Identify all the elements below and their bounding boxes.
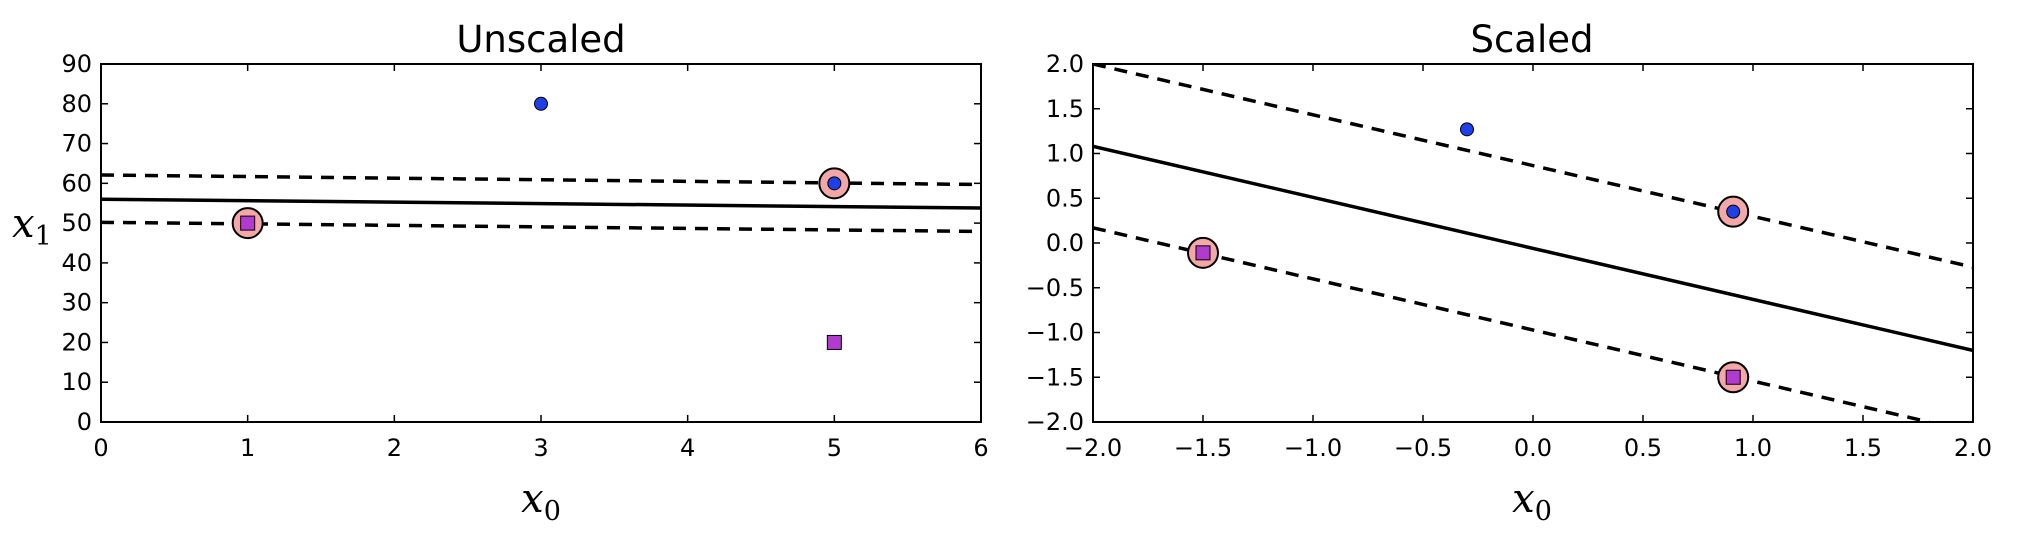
plot-frame bbox=[100, 63, 982, 423]
scaled-chart: Scaled −2.0 −1.5 −1.0 −0.5 0.0 0.5 1.0 1.5 2.0 −… bbox=[1026, 18, 1992, 527]
ticks bbox=[1092, 63, 1974, 423]
y-tick-label: 30 bbox=[61, 289, 92, 317]
data-point-square bbox=[240, 215, 256, 231]
chart-title: Unscaled bbox=[456, 18, 625, 61]
x-tick-labels: −2.0 −1.5 −1.0 −0.5 0.0 0.5 1.0 1.5 2.0 bbox=[1064, 434, 1992, 462]
y-tick-label: 1.5 bbox=[1046, 95, 1084, 123]
plot-area bbox=[1093, 64, 1973, 422]
x-tick-label: 2.0 bbox=[1954, 434, 1992, 462]
margin-line bbox=[101, 220, 981, 234]
y-tick-label: −0.5 bbox=[1026, 274, 1084, 302]
data-point-circle bbox=[1460, 122, 1474, 137]
x-axis-label: x0 bbox=[521, 476, 561, 527]
data-point-circle bbox=[1726, 204, 1741, 219]
x-tick-label: 1 bbox=[240, 434, 255, 462]
x-tick-label: −1.5 bbox=[1174, 434, 1232, 462]
ticks bbox=[100, 63, 982, 423]
data-point-square bbox=[826, 334, 842, 350]
x-tick-labels: 0 1 2 3 4 5 6 bbox=[93, 434, 988, 462]
y-tick-label: 0 bbox=[77, 408, 92, 436]
data-point-square bbox=[1195, 245, 1211, 261]
x-tick-label: −1.0 bbox=[1284, 434, 1342, 462]
plot-area bbox=[101, 96, 981, 350]
y-tick-label: 0.0 bbox=[1046, 229, 1084, 257]
x-axis-label: x0 bbox=[1512, 476, 1552, 527]
chart-title: Scaled bbox=[1470, 18, 1593, 61]
y-tick-label: 1.0 bbox=[1046, 140, 1084, 168]
x-tick-label: 2 bbox=[387, 434, 402, 462]
x-tick-label: 0.0 bbox=[1514, 434, 1552, 462]
x-tick-label: 5 bbox=[827, 434, 842, 462]
y-tick-label: 80 bbox=[61, 90, 92, 118]
decision-boundary-line bbox=[1093, 144, 1973, 353]
y-tick-label: 90 bbox=[61, 50, 92, 78]
x-tick-label: 6 bbox=[973, 434, 988, 462]
margin-line bbox=[1093, 64, 1973, 269]
y-axis-label: x1 bbox=[12, 201, 52, 252]
y-tick-labels: 0 10 20 30 40 50 60 70 80 90 bbox=[61, 50, 92, 436]
x-tick-label: 1.5 bbox=[1844, 434, 1882, 462]
data-point-circle bbox=[827, 176, 842, 191]
x-tick-label: −2.0 bbox=[1064, 434, 1122, 462]
y-tick-label: 10 bbox=[61, 368, 92, 396]
y-tick-label: −2.0 bbox=[1026, 408, 1084, 436]
y-tick-label: −1.0 bbox=[1026, 319, 1084, 347]
y-tick-label: 70 bbox=[61, 130, 92, 158]
x-tick-label: −0.5 bbox=[1394, 434, 1452, 462]
data-point-square bbox=[1725, 369, 1741, 385]
y-tick-label: −1.5 bbox=[1026, 363, 1084, 391]
plot-frame bbox=[1092, 63, 1974, 423]
x-tick-label: 3 bbox=[533, 434, 548, 462]
x-tick-label: 1.0 bbox=[1734, 434, 1772, 462]
data-point-circle bbox=[534, 96, 548, 111]
x-tick-label: 4 bbox=[680, 434, 695, 462]
y-tick-label: 40 bbox=[61, 249, 92, 277]
y-tick-label: 2.0 bbox=[1046, 50, 1084, 78]
x-tick-label: 0 bbox=[93, 434, 108, 462]
y-tick-label: 60 bbox=[61, 169, 92, 197]
decision-boundary-line bbox=[101, 197, 981, 210]
y-tick-labels: −2.0 −1.5 −1.0 −0.5 0.0 0.5 1.0 1.5 2.0 bbox=[1026, 50, 1084, 436]
x-tick-label: 0.5 bbox=[1624, 434, 1662, 462]
y-tick-label: 50 bbox=[61, 209, 92, 237]
margin-line bbox=[1093, 226, 1930, 422]
y-tick-label: 0.5 bbox=[1046, 184, 1084, 212]
y-tick-label: 20 bbox=[61, 328, 92, 356]
